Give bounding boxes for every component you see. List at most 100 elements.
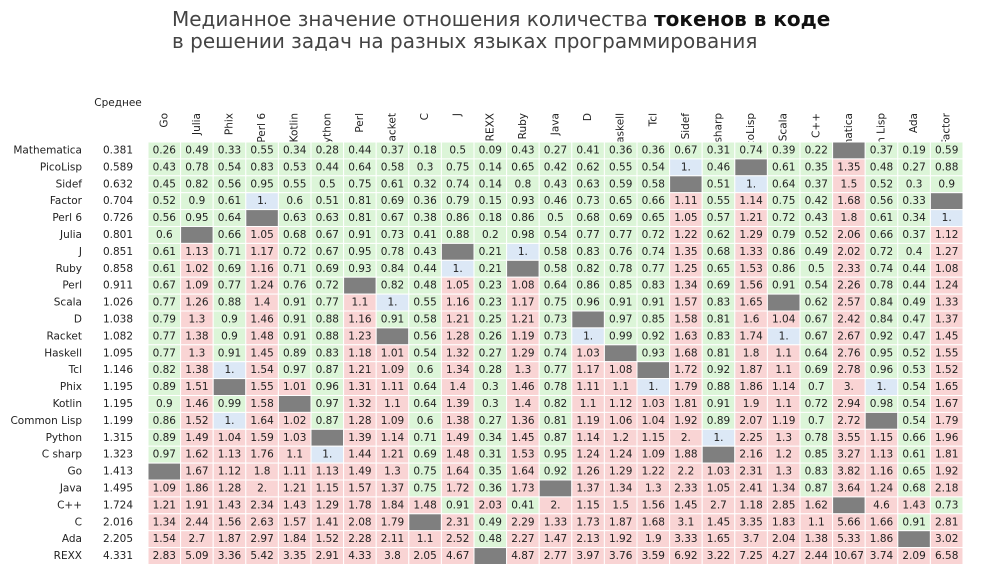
cell-label: 0.72 <box>316 280 339 292</box>
cell-label: 1.43 <box>902 499 925 511</box>
cell-label: 0.47 <box>902 330 925 342</box>
cell-label: 0.39 <box>772 144 795 156</box>
mean-value: 1.495 <box>103 482 133 494</box>
row-label: Mathematica <box>13 144 82 156</box>
cell-label: 0.37 <box>381 144 404 156</box>
cell-label: 4.27 <box>772 550 795 562</box>
cell-label: 0.18 <box>413 144 436 156</box>
cell-label: 6.58 <box>935 550 958 562</box>
cell-label: 0.42 <box>544 161 567 173</box>
cell-label: 0.64 <box>218 212 242 224</box>
cell-label: 3.36 <box>218 550 242 562</box>
column-label: J <box>452 113 464 117</box>
heatmap-cell-missing <box>277 395 312 413</box>
cell-label: 0.37 <box>805 178 828 190</box>
cell-label: 1.8 <box>254 466 271 478</box>
cell-label: 0.25 <box>479 313 502 325</box>
cell-label: 0.67 <box>316 229 339 241</box>
title-bold: токенов в коде <box>654 7 831 31</box>
cell-label: 0.86 <box>511 212 535 224</box>
cell-label: 0.36 <box>642 144 666 156</box>
cell-label: 0.28 <box>316 144 339 156</box>
cell-label: 0.49 <box>805 246 828 258</box>
cell-label: 1.84 <box>283 533 307 545</box>
cell-label: 1.68 <box>642 516 665 528</box>
cell-label: 0.87 <box>544 432 567 444</box>
cell-label: 1.05 <box>250 229 273 241</box>
cell-label: 1.17 <box>250 246 273 258</box>
cell-label: 3.97 <box>576 550 599 562</box>
cell-label: 1.48 <box>413 499 436 511</box>
cell-label: 0.7 <box>808 415 825 427</box>
cell-label: 1.13 <box>316 466 339 478</box>
row-label: Perl 6 <box>52 212 82 224</box>
column-label: C++ <box>810 113 822 138</box>
cell-label: 0.85 <box>642 313 665 325</box>
cell-label: 0.67 <box>805 330 828 342</box>
heatmap-cell-missing <box>506 259 540 278</box>
cell-label: 0.86 <box>153 415 177 427</box>
cell-label: 1.49 <box>185 432 208 444</box>
cell-label: 1.22 <box>642 466 665 478</box>
cell-label: 0.91 <box>446 499 469 511</box>
cell-label: 0.92 <box>642 330 665 342</box>
cell-label: 2.2 <box>678 466 695 478</box>
cell-label: 2.42 <box>837 313 860 325</box>
title-prefix: Медианное значение отношения количества <box>172 7 655 31</box>
row-label: Python <box>46 432 82 444</box>
row-label: C++ <box>57 499 82 511</box>
title-line-2: в решении задач на разных языках програм… <box>172 29 758 53</box>
cell-label: 0.69 <box>707 280 730 292</box>
column-label: Python <box>321 113 333 149</box>
cell-label: 3.82 <box>837 466 860 478</box>
cell-label: 0.53 <box>283 161 306 173</box>
cell-label: 0.81 <box>348 212 371 224</box>
cell-label: 0.56 <box>413 330 437 342</box>
cell-label: 0.34 <box>479 432 503 444</box>
cell-label: 0.96 <box>576 297 600 309</box>
cell-label: 2.85 <box>772 499 795 511</box>
cell-label: 0.65 <box>707 263 730 275</box>
cell-label: 1.29 <box>511 347 534 359</box>
cell-label: 0.81 <box>348 195 371 207</box>
cell-label: 1.56 <box>739 280 763 292</box>
cell-label: 0.77 <box>153 330 176 342</box>
cell-label: 1.03 <box>642 398 665 410</box>
cell-label: 2.44 <box>805 550 829 562</box>
cell-label: 6.92 <box>674 550 697 562</box>
cell-label: 0.48 <box>870 161 893 173</box>
cell-label: 1.15 <box>576 499 599 511</box>
cell-label: 1.56 <box>642 499 666 511</box>
cell-label: 2.63 <box>250 516 273 528</box>
cell-label: 2.02 <box>837 246 860 258</box>
cell-label: 1.76 <box>250 449 274 461</box>
cell-label: 0.9 <box>156 398 173 410</box>
cell-label: 2.03 <box>479 499 502 511</box>
cell-label: 1.3 <box>515 364 532 376</box>
cell-label: 1.73 <box>511 482 534 494</box>
cell-label: 1.3 <box>384 466 401 478</box>
cell-label: 0.49 <box>479 516 502 528</box>
cell-label: 1.96 <box>935 432 959 444</box>
cell-label: 1.87 <box>739 364 762 376</box>
cell-label: 0.77 <box>609 229 632 241</box>
cell-label: 2.09 <box>902 550 925 562</box>
cell-label: 0.61 <box>381 178 404 190</box>
cell-label: 0.91 <box>348 229 371 241</box>
cell-label: 0.84 <box>870 313 894 325</box>
cell-label: 1.05 <box>674 212 697 224</box>
cell-label: 1.38 <box>185 330 208 342</box>
mean-value: 2.016 <box>103 516 133 528</box>
cell-label: 0.88 <box>218 297 241 309</box>
cell-label: 0.46 <box>707 161 731 173</box>
cell-label: 1.62 <box>185 449 208 461</box>
cell-label: 0.09 <box>479 144 502 156</box>
cell-label: 1.36 <box>511 415 535 427</box>
cell-label: 2.07 <box>739 415 762 427</box>
cell-label: 1.05 <box>446 280 469 292</box>
cell-label: 1.39 <box>348 432 371 444</box>
cell-label: 0.91 <box>283 313 306 325</box>
column-label: Scala <box>778 113 790 141</box>
cell-label: 0.54 <box>544 229 568 241</box>
cell-label: 0.62 <box>707 229 730 241</box>
